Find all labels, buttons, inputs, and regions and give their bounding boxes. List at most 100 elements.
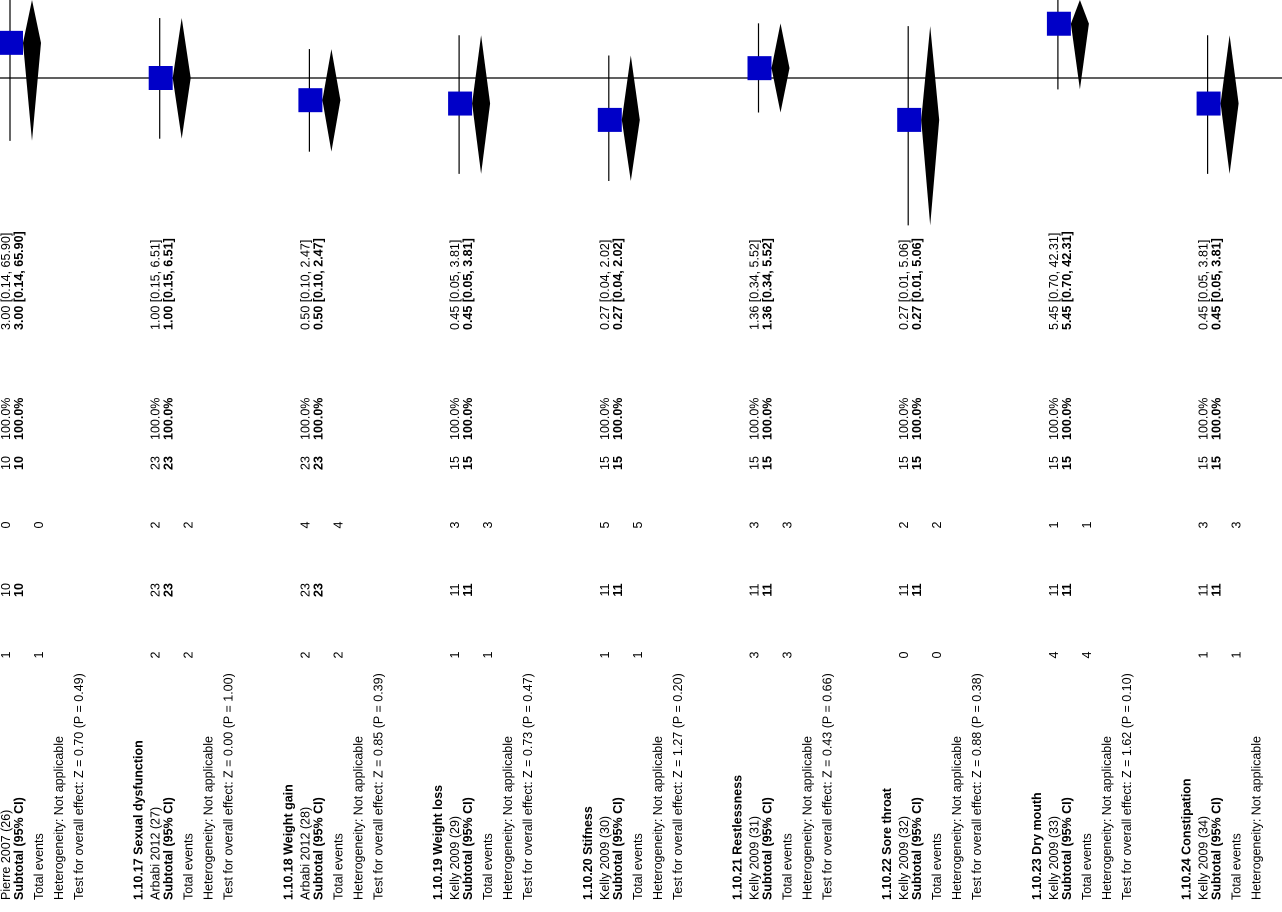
total-events-label: Total events [182, 833, 196, 900]
subtotal-weight: 100.0% [910, 398, 924, 440]
total-events-label: Total events [631, 833, 645, 900]
study-square [747, 56, 772, 81]
subtotal-exp-total: 10 [12, 583, 26, 597]
subtotal-ctl-total: 23 [311, 456, 325, 470]
total-events-exp: 1 [1230, 651, 1244, 658]
total-events-ctl: 2 [930, 521, 944, 528]
heterogeneity-label: Heterogeneity: Not applicable [202, 736, 216, 900]
subtotal-ctl-total: 15 [611, 456, 625, 470]
subtotal-effect: 1.00 [0.15, 6.51] [162, 238, 176, 330]
subtotal-diamond [172, 18, 191, 139]
study-effect: 0.27 [0.04, 2.02] [598, 240, 612, 330]
exp-events: 4 [1047, 651, 1061, 658]
total-events-exp: 2 [182, 651, 196, 658]
subtotal-effect: 3.00 [0.14, 65.90] [12, 231, 26, 330]
overall-effect-test: Test for overall effect: Z = 0.00 (P = 1… [222, 673, 236, 900]
ctl-events: 1 [1047, 521, 1061, 528]
total-events-exp: 1 [481, 651, 495, 658]
subtotal-diamond [771, 23, 790, 113]
overall-effect-test: Test for overall effect: Z = 0.43 (P = 0… [821, 673, 835, 900]
study-label: Pierre 2007 (26) [0, 810, 13, 900]
ctl-total: 15 [448, 456, 462, 470]
subtotal-weight: 100.0% [12, 398, 26, 440]
study-label: Kelly 2009 (31) [748, 816, 762, 900]
total-events-ctl: 2 [182, 521, 196, 528]
ctl-total: 15 [598, 456, 612, 470]
overall-effect-test: Test for overall effect: Z = 0.85 (P = 0… [371, 673, 385, 900]
overall-effect-test: Test for overall effect: Z = 0.73 (P = 0… [521, 673, 535, 900]
ctl-events: 0 [0, 521, 13, 528]
total-events-ctl: 3 [481, 521, 495, 528]
subtotal-exp-total: 11 [611, 583, 625, 596]
subtotal-weight: 100.0% [611, 398, 625, 440]
subtotal-label: Subtotal (95% CI) [1060, 797, 1074, 900]
subtotal-effect: 0.45 [0.05, 3.81] [1210, 238, 1224, 330]
exp-events: 2 [149, 651, 163, 658]
subtotal-weight: 100.0% [461, 398, 475, 440]
study-square [1196, 91, 1221, 116]
total-events-label: Total events [331, 833, 345, 900]
total-events-ctl: 1 [1080, 521, 1094, 528]
total-events-ctl: 3 [781, 521, 795, 528]
study-weight: 100.0% [298, 398, 312, 440]
subtotal-exp-total: 11 [1210, 583, 1224, 596]
overall-effect-test: Test for overall effect: Z = 1.62 (P = 0… [1120, 673, 1134, 900]
study-effect: 0.45 [0.05, 3.81] [448, 240, 462, 330]
subtotal-exp-total: 11 [461, 583, 475, 596]
study-square [448, 91, 473, 116]
subtotal-ctl-total: 10 [12, 456, 26, 470]
subgroup-heading: 1.10.17 Sexual dysfunction [132, 740, 146, 900]
total-events-ctl: 4 [331, 521, 345, 528]
subtotal-exp-total: 11 [910, 583, 924, 596]
total-events-ctl: 3 [1230, 521, 1244, 528]
study-square [1046, 11, 1071, 36]
total-events-ctl: 0 [32, 521, 46, 528]
subtotal-label: Subtotal (95% CI) [611, 797, 625, 900]
total-events-label: Total events [1080, 833, 1094, 900]
subtotal-label: Subtotal (95% CI) [761, 797, 775, 900]
ctl-total: 10 [0, 456, 13, 470]
total-events-exp: 0 [930, 651, 944, 658]
ctl-events: 3 [1197, 521, 1211, 528]
ctl-events: 3 [748, 521, 762, 528]
subtotal-label: Subtotal (95% CI) [12, 797, 26, 900]
study-label: Kelly 2009 (34) [1197, 816, 1211, 900]
study-effect: 0.50 [0.10, 2.47] [298, 240, 312, 330]
subtotal-effect: 0.50 [0.10, 2.47] [311, 238, 325, 330]
ctl-events: 5 [598, 521, 612, 528]
total-events-exp: 1 [631, 651, 645, 658]
total-events-exp: 4 [1080, 651, 1094, 658]
exp-events: 1 [448, 651, 462, 658]
ctl-events: 2 [897, 521, 911, 528]
exp-total: 11 [1047, 583, 1061, 596]
exp-events: 1 [598, 651, 612, 658]
subtotal-effect: 0.45 [0.05, 3.81] [461, 238, 475, 330]
subtotal-ctl-total: 15 [461, 456, 475, 470]
study-weight: 100.0% [149, 398, 163, 440]
subtotal-ctl-total: 15 [910, 456, 924, 470]
study-square [597, 107, 622, 132]
study-label: Kelly 2009 (29) [448, 816, 462, 900]
subtotal-effect: 5.45 [0.70, 42.31] [1060, 231, 1074, 330]
heterogeneity-label: Heterogeneity: Not applicable [1100, 736, 1114, 900]
study-label: Kelly 2009 (33) [1047, 816, 1061, 900]
study-weight: 100.0% [598, 398, 612, 440]
heterogeneity-label: Heterogeneity: Not applicable [501, 736, 515, 900]
total-events-label: Total events [781, 833, 795, 900]
ctl-total: 15 [1197, 456, 1211, 470]
study-weight: 100.0% [1047, 398, 1061, 440]
exp-total: 10 [0, 583, 13, 597]
ctl-total: 23 [149, 456, 163, 470]
subtotal-ctl-total: 15 [1210, 456, 1224, 470]
subtotal-diamond [921, 26, 940, 226]
heterogeneity-label: Heterogeneity: Not applicable [351, 736, 365, 900]
total-events-label: Total events [32, 833, 46, 900]
exp-events: 1 [0, 651, 13, 658]
heterogeneity-label: Heterogeneity: Not applicable [651, 736, 665, 900]
exp-total: 11 [897, 583, 911, 596]
heterogeneity-label: Heterogeneity: Not applicable [950, 736, 964, 900]
heterogeneity-label: Heterogeneity: Not applicable [801, 736, 815, 900]
exp-total: 23 [149, 583, 163, 597]
subtotal-weight: 100.0% [1210, 398, 1224, 440]
subtotal-exp-total: 23 [311, 583, 325, 597]
